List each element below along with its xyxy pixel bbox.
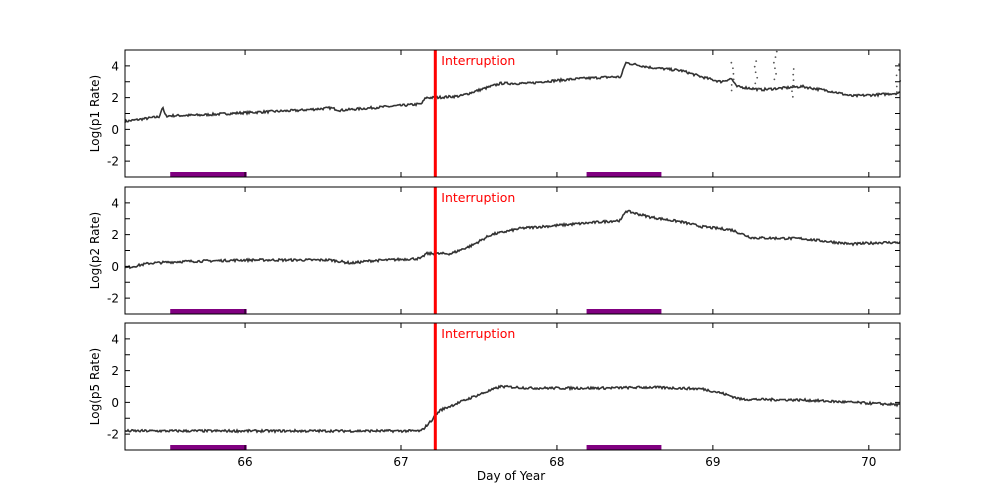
shaded-period-bar (170, 172, 247, 177)
y-tick-label: 4 (111, 332, 119, 346)
spike-point (774, 56, 777, 59)
y-tick-label: -2 (107, 292, 119, 306)
y-axis-label: Log(p1 Rate) (88, 75, 102, 152)
shaded-period-bar (586, 172, 662, 177)
y-axis-label: Log(p5 Rate) (88, 348, 102, 425)
spike-point (753, 65, 756, 68)
spike-point (895, 91, 898, 93)
data-series-3 (124, 384, 901, 434)
spike-point (754, 71, 757, 74)
spike-point (791, 84, 794, 87)
data-series-1 (124, 61, 901, 123)
x-tick-label: 70 (861, 455, 876, 469)
y-tick-label: -2 (107, 155, 119, 169)
x-tick-label: 66 (237, 455, 252, 469)
shaded-period-bar (170, 309, 247, 314)
y-tick-label: 0 (111, 123, 119, 137)
interruption-label: Interruption (441, 53, 515, 68)
spike-point (898, 63, 900, 66)
y-tick-label: 4 (111, 59, 119, 73)
interruption-label: Interruption (441, 326, 515, 341)
spike-point (775, 72, 777, 75)
y-tick-label: 0 (111, 260, 119, 274)
x-tick-label: 67 (393, 455, 408, 469)
spike-point (775, 50, 778, 53)
x-axis-label: Day of Year (476, 469, 546, 483)
shaded-period-bar (586, 445, 662, 450)
y-tick-label: 2 (111, 364, 119, 378)
panel-3: Interruption -2 0 2 4 66 67 68 69 70 Log(p5 Rate) (88, 322, 901, 469)
spike-point (895, 74, 898, 77)
spike-point (772, 61, 775, 64)
y-tick-label: 0 (111, 396, 119, 410)
axes-frame (124, 186, 901, 315)
spike-point (774, 67, 776, 70)
spike-point (792, 79, 795, 82)
spike-point (791, 95, 794, 98)
y-axis-label: Log(p2 Rate) (88, 212, 102, 289)
x-tick-label: 68 (549, 455, 564, 469)
spike-point (757, 87, 760, 90)
y-tick-label: 4 (111, 196, 119, 210)
x-tick-label: 69 (705, 455, 720, 469)
y-tick-label: -2 (107, 428, 119, 442)
spike-point (755, 60, 758, 63)
panel-2: Interruption -2 0 2 4 Log(p2 Rate) (88, 186, 901, 315)
spike-point (730, 61, 733, 64)
spike-point (730, 84, 733, 86)
spike-point (730, 89, 733, 92)
spike-point (773, 78, 776, 81)
spike-point (792, 68, 795, 70)
interruption-label: Interruption (441, 190, 515, 205)
spike-point (756, 76, 759, 79)
y-tick-label: 2 (111, 91, 119, 105)
spike-point (791, 90, 793, 93)
data-series-2 (124, 209, 901, 270)
y-tick-label: 2 (111, 228, 119, 242)
shaded-period-bar (170, 445, 247, 450)
spike-point (732, 78, 735, 81)
spike-point (754, 82, 757, 85)
spike-point (732, 67, 734, 70)
spike-point (895, 85, 898, 88)
panel-1: Interruption -2 0 2 4 Log(p1 Rate) (88, 49, 902, 178)
spike-point (792, 73, 795, 76)
shaded-period-bar (586, 309, 662, 314)
spike-point (732, 72, 735, 75)
